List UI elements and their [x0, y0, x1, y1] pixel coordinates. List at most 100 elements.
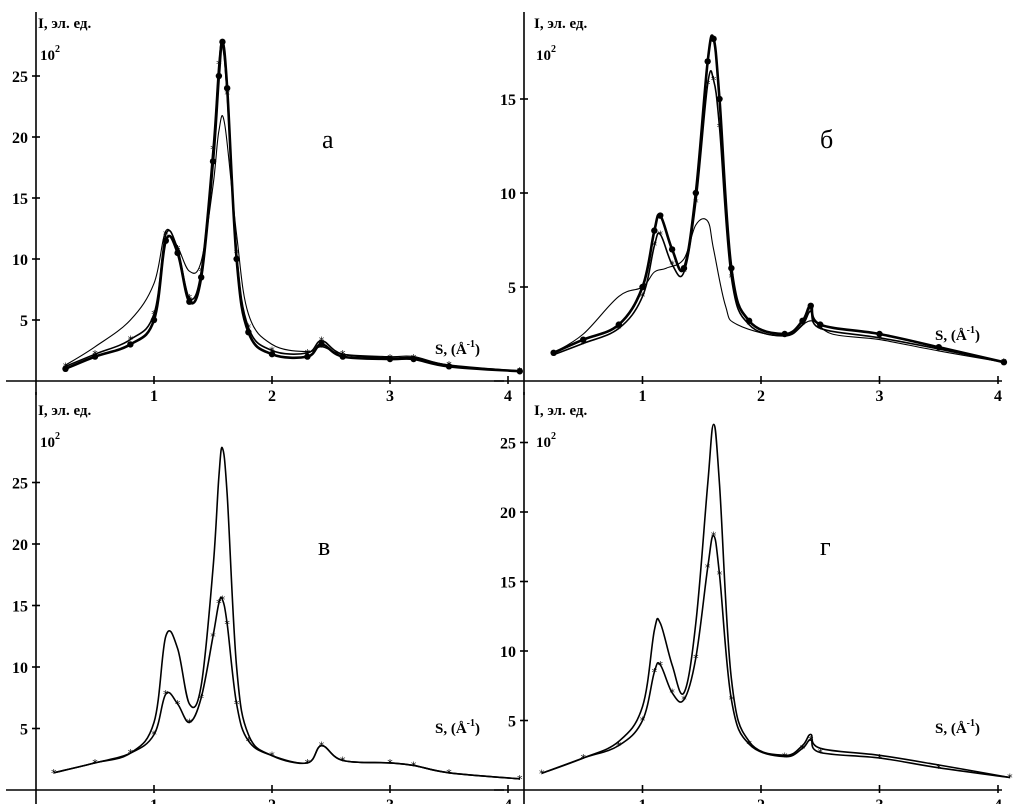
- data-point-asterisk: *: [729, 272, 735, 285]
- data-point-asterisk: *: [246, 735, 252, 748]
- data-point-diamond: [516, 368, 523, 375]
- x-axis-label: S, (Å-1): [435, 718, 480, 737]
- data-point-asterisk: *: [782, 751, 788, 764]
- y-tick-label: 15: [12, 191, 28, 208]
- data-point-asterisk: *: [652, 666, 658, 679]
- y-tick-label: 25: [12, 476, 28, 493]
- panel-letter: б: [820, 125, 833, 154]
- y-axis-label: I, эл. ед.: [534, 16, 588, 32]
- y-multiplier: 102: [536, 44, 556, 64]
- series-line-3: [553, 218, 1004, 363]
- data-point-asterisk: *: [936, 343, 942, 356]
- data-point-diamond: [1000, 359, 1008, 366]
- x-tick-label: 2: [757, 797, 765, 804]
- data-point-asterisk: *: [640, 290, 646, 303]
- x-axis-label: S, (Å-1): [435, 339, 480, 358]
- data-point-asterisk: *: [669, 258, 675, 271]
- series-line-2: [541, 534, 1010, 779]
- data-point-asterisk: *: [163, 688, 169, 701]
- data-point-asterisk: *: [705, 562, 711, 575]
- data-point-asterisk: *: [411, 352, 417, 365]
- x-tick-label: 4: [994, 797, 1002, 804]
- data-point-asterisk: *: [1007, 771, 1013, 784]
- y-tick-label: 15: [12, 599, 28, 616]
- data-point-diamond: [704, 58, 711, 65]
- x-axis-label: S, (Å-1): [935, 325, 980, 344]
- x-tick-label: 4: [504, 797, 512, 804]
- data-point-asterisk: *: [220, 40, 226, 53]
- x-tick-label: 3: [876, 388, 884, 405]
- data-point-diamond: [62, 365, 69, 372]
- x-tick-label: 1: [150, 388, 158, 405]
- data-point-asterisk: *: [717, 121, 723, 134]
- y-multiplier: 102: [536, 431, 556, 451]
- data-point-asterisk: *: [128, 334, 134, 347]
- data-point-asterisk: *: [746, 319, 752, 332]
- series-line-1: [65, 40, 520, 373]
- data-point-diamond: [668, 246, 676, 253]
- data-point-asterisk: *: [717, 569, 723, 582]
- data-point-asterisk: *: [551, 349, 557, 362]
- series-line-2: [53, 596, 520, 780]
- data-point-asterisk: *: [216, 597, 222, 610]
- x-tick-label: 1: [150, 797, 158, 804]
- y-multiplier: 102: [40, 44, 60, 64]
- data-point-asterisk: *: [658, 228, 664, 241]
- data-point-asterisk: *: [681, 694, 687, 707]
- data-point-asterisk: *: [517, 365, 523, 378]
- data-point-asterisk: *: [163, 229, 169, 242]
- data-point-asterisk: *: [581, 752, 587, 765]
- data-point-asterisk: *: [652, 240, 658, 253]
- data-point-diamond: [651, 227, 658, 234]
- y-axis-label: I, эл. ед.: [38, 16, 92, 32]
- data-point-asterisk: *: [51, 767, 57, 780]
- x-tick-label: 3: [876, 797, 884, 804]
- x-tick-label: 4: [994, 388, 1002, 405]
- data-point-asterisk: *: [877, 752, 883, 765]
- data-point-diamond: [186, 298, 193, 305]
- data-point-diamond: [876, 330, 883, 338]
- data-point-asterisk: *: [693, 196, 699, 209]
- data-point-asterisk: *: [128, 747, 134, 760]
- data-point-asterisk: *: [818, 746, 824, 759]
- data-point-asterisk: *: [340, 754, 346, 767]
- x-tick-label: 3: [386, 797, 394, 804]
- data-point-diamond: [716, 95, 723, 103]
- series-line-1: [553, 34, 1005, 364]
- x-tick-label: 1: [639, 797, 647, 804]
- data-point-asterisk: *: [319, 335, 325, 348]
- data-point-asterisk: *: [305, 757, 311, 770]
- data-point-asterisk: *: [877, 332, 883, 345]
- data-point-asterisk: *: [198, 265, 204, 278]
- data-point-asterisk: *: [224, 618, 230, 631]
- y-tick-label: 10: [500, 644, 516, 661]
- data-point-asterisk: *: [658, 659, 664, 672]
- data-point-asterisk: *: [224, 88, 230, 101]
- data-point-asterisk: *: [936, 762, 942, 775]
- data-point-asterisk: *: [151, 729, 157, 742]
- data-point-asterisk: *: [746, 738, 752, 751]
- series-line-2: [65, 42, 520, 372]
- y-tick-label: 10: [500, 186, 516, 203]
- data-point-asterisk: *: [711, 530, 717, 543]
- data-point-asterisk: *: [305, 347, 311, 360]
- data-point-asterisk: *: [175, 698, 181, 711]
- data-point-asterisk: *: [198, 692, 204, 705]
- y-tick-label: 15: [500, 575, 516, 592]
- data-point-asterisk: *: [269, 750, 275, 763]
- data-point-asterisk: *: [808, 734, 814, 747]
- data-point-diamond: [127, 341, 134, 348]
- data-point-asterisk: *: [175, 243, 181, 256]
- data-point-asterisk: *: [539, 767, 545, 780]
- data-point-asterisk: *: [446, 767, 452, 780]
- data-point-asterisk: *: [616, 740, 622, 753]
- data-point-asterisk: *: [616, 322, 622, 335]
- data-point-asterisk: *: [210, 630, 216, 643]
- data-point-asterisk: *: [151, 308, 157, 321]
- data-point-asterisk: *: [729, 694, 735, 707]
- data-point-asterisk: *: [246, 321, 252, 334]
- y-tick-label: 20: [12, 130, 28, 147]
